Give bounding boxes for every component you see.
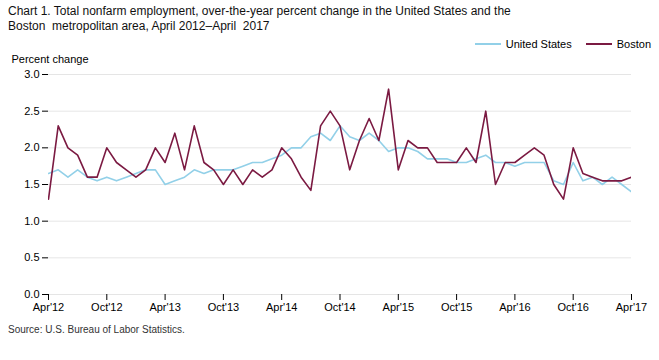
html-text:Chart 1. Total nonfarm employm: Chart 1. Total nonfarm employment, over-… [8, 4, 511, 18]
svg-text:2.5: 2.5 [24, 105, 39, 117]
svg-text:2.0: 2.0 [24, 141, 39, 153]
svg-text:0.0: 0.0 [24, 288, 39, 300]
html-text:Boston: Boston [616, 38, 651, 50]
svg-text:3.0: 3.0 [24, 68, 39, 80]
svg-text:1.0: 1.0 [24, 215, 39, 227]
svg-text:0.5: 0.5 [24, 251, 39, 263]
html-text:Boston metropolitan area, Apri: Boston metropolitan area, April 2012–Apr… [8, 19, 270, 33]
svg-text:Oct'13: Oct'13 [208, 301, 239, 313]
svg-text:Apr'17: Apr'17 [616, 301, 647, 313]
html-text:United States: United States [505, 38, 572, 50]
svg-text:Oct'12: Oct'12 [91, 301, 122, 313]
svg-text:Apr'16: Apr'16 [499, 301, 530, 313]
svg-text:Oct'16: Oct'16 [557, 301, 588, 313]
svg-text:Oct'14: Oct'14 [324, 301, 355, 313]
svg-text:Percent change: Percent change [12, 53, 89, 65]
svg-text:Apr'15: Apr'15 [383, 301, 414, 313]
svg-text:Apr'12: Apr'12 [33, 301, 64, 313]
html-text:Source: U.S. Bureau of Labor S: Source: U.S. Bureau of Labor Statistics. [8, 324, 185, 335]
svg-text:Apr'14: Apr'14 [266, 301, 297, 313]
svg-text:Apr'13: Apr'13 [149, 301, 180, 313]
svg-text:1.5: 1.5 [24, 178, 39, 190]
svg-text:Oct'15: Oct'15 [441, 301, 472, 313]
